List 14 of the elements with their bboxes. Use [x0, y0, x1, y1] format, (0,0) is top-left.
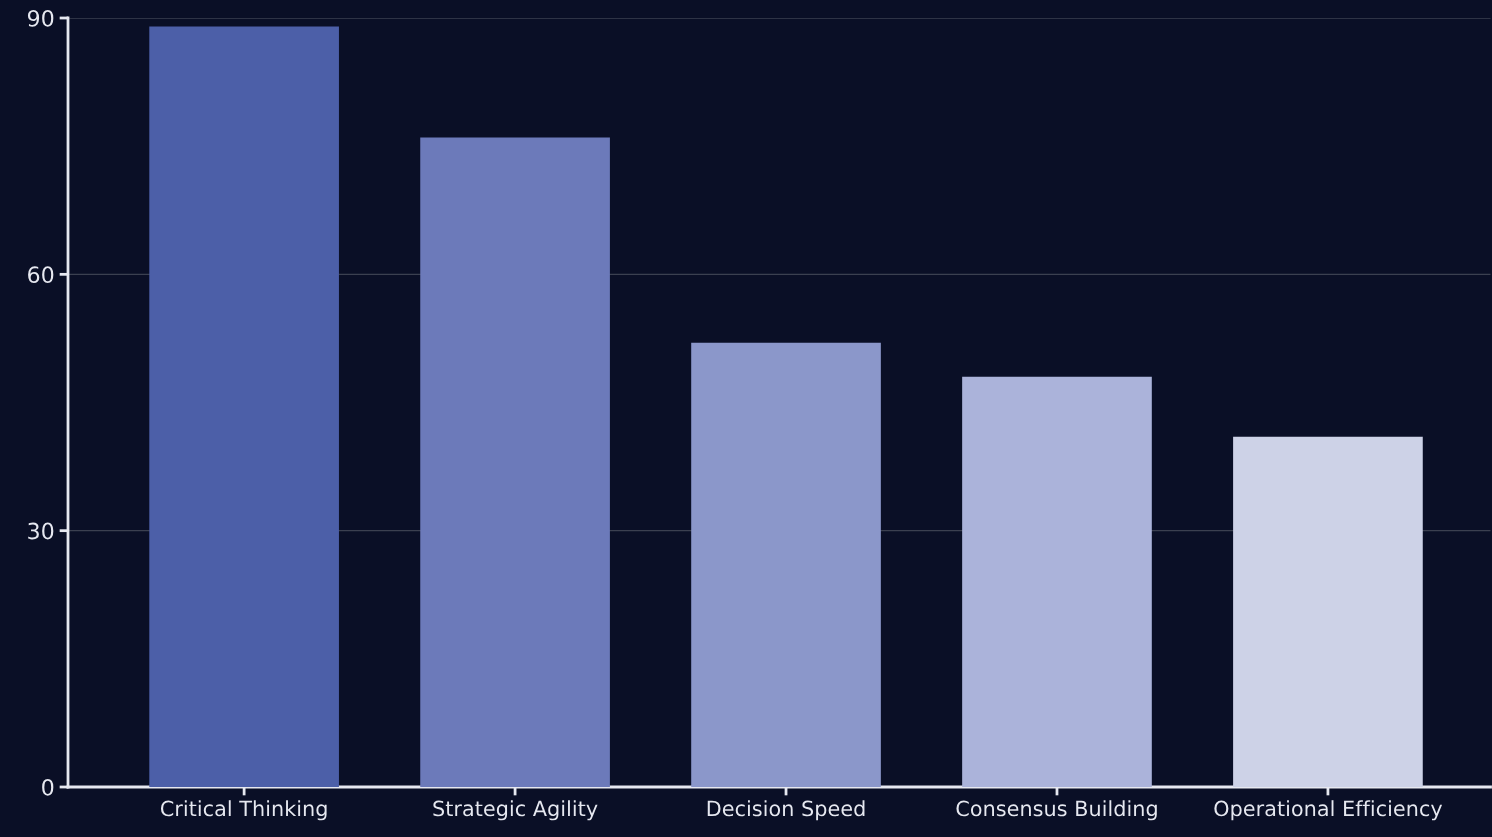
bar	[149, 26, 339, 787]
x-tick-label: Critical Thinking	[160, 800, 327, 821]
x-tick-label: Strategic Agility	[433, 800, 598, 821]
bar	[691, 342, 881, 787]
bar	[1233, 436, 1423, 787]
bar	[962, 376, 1152, 787]
x-tick-label: Operational Efficiency	[1214, 800, 1443, 821]
bar	[420, 137, 610, 787]
y-tick-label: 90	[27, 9, 54, 27]
x-tick-label: Decision Speed	[707, 800, 865, 821]
y-tick-label: 60	[28, 266, 54, 284]
y-tick-label: 0	[42, 778, 54, 796]
y-tick-label: 30	[28, 522, 54, 540]
x-tick-label: Consensus Building	[956, 800, 1157, 821]
